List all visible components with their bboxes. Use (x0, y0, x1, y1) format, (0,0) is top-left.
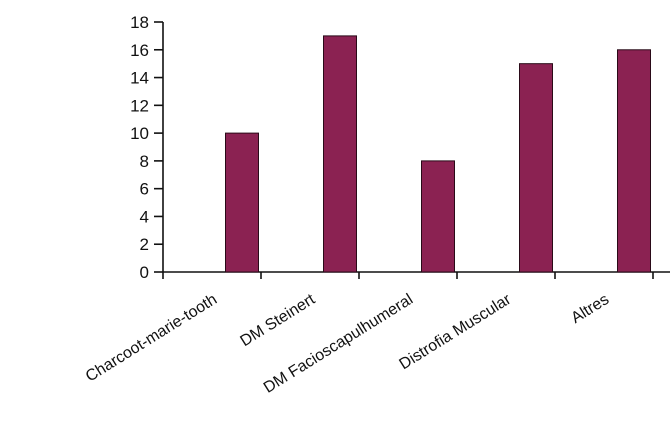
bar (323, 35, 357, 273)
bars (225, 35, 651, 273)
y-tick-label: 18 (130, 13, 149, 32)
bar (617, 49, 651, 273)
category-label: Altres (568, 291, 612, 327)
y-tick-label: 10 (130, 124, 149, 143)
y-tick-label: 8 (140, 152, 149, 171)
bar (225, 132, 259, 273)
category-label: DM Steinert (237, 291, 318, 350)
y-tick-label: 14 (130, 69, 149, 88)
y-tick-label: 4 (140, 207, 149, 226)
bar (519, 63, 553, 273)
x-axis (162, 271, 670, 279)
y-tick-label: 16 (130, 41, 149, 60)
y-tick-label: 0 (140, 263, 149, 282)
y-tick-label: 6 (140, 180, 149, 199)
y-axis: 0 2 4 6 8 10 12 14 16 18 (130, 13, 164, 282)
category-label: Charcoot-marie-tooth (83, 291, 220, 386)
y-tick-label: 12 (130, 96, 149, 115)
y-tick-label: 2 (140, 235, 149, 254)
bar (421, 160, 455, 273)
